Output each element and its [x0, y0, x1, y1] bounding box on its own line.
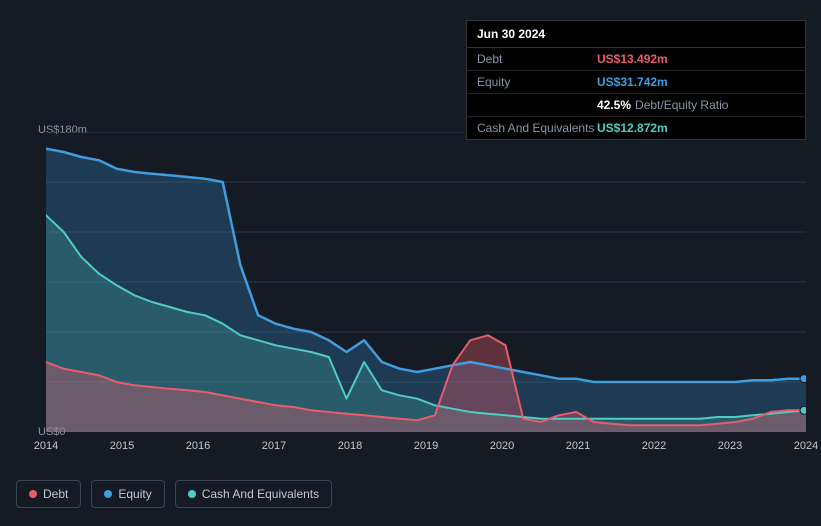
tooltip-row-label: Debt	[477, 52, 597, 66]
x-axis-tick: 2017	[262, 440, 286, 452]
chart-tooltip: Jun 30 2024 DebtUS$13.492mEquityUS$31.74…	[466, 20, 806, 140]
x-axis-tick: 2018	[338, 440, 362, 452]
x-axis-tick: 2021	[566, 440, 590, 452]
chart-plot[interactable]	[46, 132, 806, 432]
x-axis-tick: 2020	[490, 440, 514, 452]
legend-dot	[188, 490, 196, 498]
x-axis-tick: 2022	[642, 440, 666, 452]
tooltip-row-value: US$12.872m	[597, 121, 668, 135]
legend-label: Equity	[118, 487, 151, 501]
tooltip-row: EquityUS$31.742m	[467, 71, 805, 94]
legend-dot	[104, 490, 112, 498]
legend-item-equity[interactable]: Equity	[91, 480, 164, 508]
legend-item-cash-and-equivalents[interactable]: Cash And Equivalents	[175, 480, 332, 508]
tooltip-row-value: 42.5%Debt/Equity Ratio	[597, 98, 728, 112]
legend-dot	[29, 490, 37, 498]
x-axis-tick: 2019	[414, 440, 438, 452]
chart-legend: Debt Equity Cash And Equivalents	[16, 480, 332, 508]
x-axis-tick: 2016	[186, 440, 210, 452]
tooltip-row-label	[477, 98, 597, 112]
legend-label: Debt	[43, 487, 68, 501]
x-axis-tick: 2014	[34, 440, 58, 452]
x-axis-tick: 2023	[718, 440, 742, 452]
tooltip-row: DebtUS$13.492m	[467, 48, 805, 71]
tooltip-row: Cash And EquivalentsUS$12.872m	[467, 117, 805, 139]
tooltip-row-value: US$13.492m	[597, 52, 668, 66]
tooltip-date: Jun 30 2024	[467, 21, 805, 48]
tooltip-row-label: Cash And Equivalents	[477, 121, 597, 135]
legend-label: Cash And Equivalents	[202, 487, 319, 501]
tooltip-row-sublabel: Debt/Equity Ratio	[635, 98, 728, 112]
chart-area: US$180m US$0 201420152016201720182019202…	[16, 122, 806, 472]
x-axis-tick: 2015	[110, 440, 134, 452]
tooltip-row-value: US$31.742m	[597, 75, 668, 89]
x-axis-ticks: 2014201520162017201820192020202120222023…	[46, 440, 806, 460]
tooltip-row-label: Equity	[477, 75, 597, 89]
tooltip-row: 42.5%Debt/Equity Ratio	[467, 94, 805, 117]
legend-item-debt[interactable]: Debt	[16, 480, 81, 508]
x-axis-tick: 2024	[794, 440, 818, 452]
